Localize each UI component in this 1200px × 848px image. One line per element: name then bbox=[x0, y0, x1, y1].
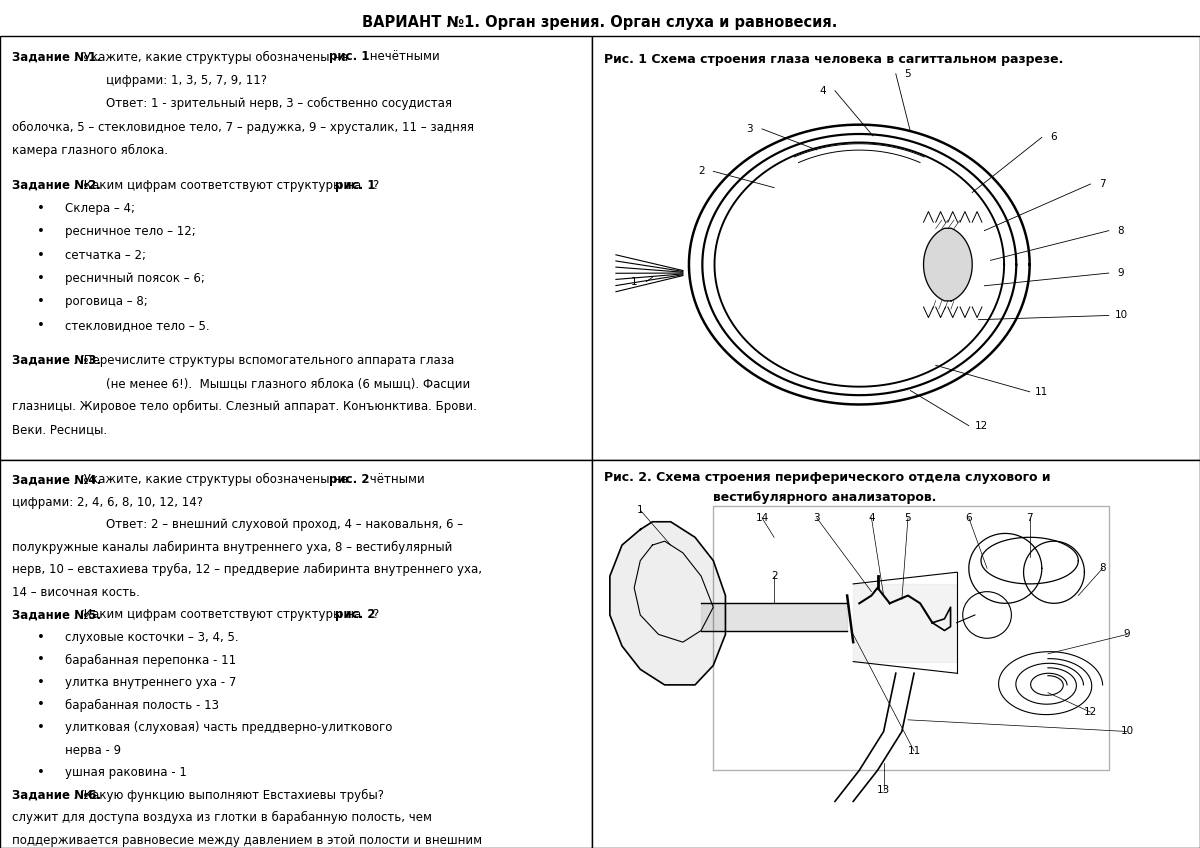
Text: ушная раковина - 1: ушная раковина - 1 bbox=[65, 766, 187, 779]
Text: •: • bbox=[37, 272, 46, 285]
Text: Задание №6.: Задание №6. bbox=[12, 789, 101, 801]
Text: 7: 7 bbox=[1099, 179, 1106, 189]
Text: 10: 10 bbox=[1115, 310, 1128, 321]
Text: Рис. 2. Схема строения периферического отдела слухового и: Рис. 2. Схема строения периферического о… bbox=[604, 471, 1050, 484]
Text: цифрами: 1, 3, 5, 7, 9, 11?: цифрами: 1, 3, 5, 7, 9, 11? bbox=[107, 74, 268, 86]
Text: 6: 6 bbox=[1051, 132, 1057, 142]
Text: 14: 14 bbox=[755, 513, 768, 523]
Text: ресничное тело – 12;: ресничное тело – 12; bbox=[65, 226, 196, 238]
Bar bbox=[592, 460, 1200, 848]
Text: 3: 3 bbox=[746, 124, 754, 134]
Text: 13: 13 bbox=[877, 784, 890, 795]
Text: •: • bbox=[37, 721, 46, 734]
Text: 5: 5 bbox=[905, 513, 911, 523]
Text: Ответ: 1 - зрительный нерв, 3 – собственно сосудистая: Ответ: 1 - зрительный нерв, 3 – собствен… bbox=[107, 98, 452, 110]
Text: полукружные каналы лабиринта внутреннего уха, 8 – вестибулярный: полукружные каналы лабиринта внутреннего… bbox=[12, 541, 452, 554]
Bar bbox=[592, 36, 1200, 460]
Text: рис. 1: рис. 1 bbox=[335, 179, 376, 192]
Polygon shape bbox=[853, 584, 956, 661]
Text: •: • bbox=[37, 202, 46, 215]
Text: •: • bbox=[37, 676, 46, 689]
Text: ВАРИАНТ №1. Орган зрения. Орган слуха и равновесия.: ВАРИАНТ №1. Орган зрения. Орган слуха и … bbox=[362, 15, 838, 31]
Text: 5: 5 bbox=[905, 69, 911, 79]
Text: 4: 4 bbox=[820, 86, 826, 96]
Text: Укажите, какие структуры обозначены на: Укажите, какие структуры обозначены на bbox=[80, 51, 352, 64]
Text: 11: 11 bbox=[1036, 387, 1049, 397]
Text: 1: 1 bbox=[637, 505, 643, 515]
Text: •: • bbox=[37, 295, 46, 309]
Text: •: • bbox=[37, 699, 46, 711]
Text: нерва - 9: нерва - 9 bbox=[65, 744, 121, 756]
Text: •: • bbox=[37, 226, 46, 238]
Text: 14 – височная кость.: 14 – височная кость. bbox=[12, 586, 139, 599]
Text: Укажите, какие структуры обозначены на: Укажите, какие структуры обозначены на bbox=[80, 473, 352, 486]
Text: 7: 7 bbox=[1026, 513, 1033, 523]
Text: барабанная полость - 13: барабанная полость - 13 bbox=[65, 699, 220, 711]
Text: роговица – 8;: роговица – 8; bbox=[65, 295, 148, 309]
Text: 9: 9 bbox=[1117, 268, 1124, 278]
Polygon shape bbox=[610, 522, 726, 685]
Text: 11: 11 bbox=[907, 746, 920, 756]
Text: глазницы. Жировое тело орбиты. Слезный аппарат. Конъюнктива. Брови.: глазницы. Жировое тело орбиты. Слезный а… bbox=[12, 400, 476, 413]
Text: (не менее 6!).  Мышцы глазного яблока (6 мышц). Фасции: (не менее 6!). Мышцы глазного яблока (6 … bbox=[107, 377, 470, 390]
Text: 3: 3 bbox=[814, 513, 820, 523]
Text: Каким цифрам соответствуют структуры на: Каким цифрам соответствуют структуры на bbox=[80, 179, 365, 192]
Text: ?: ? bbox=[372, 608, 378, 622]
Text: 6: 6 bbox=[966, 513, 972, 523]
Text: •: • bbox=[37, 319, 46, 332]
Text: Ответ: 2 – внешний слуховой проход, 4 – наковальня, 6 –: Ответ: 2 – внешний слуховой проход, 4 – … bbox=[107, 518, 463, 531]
Text: •: • bbox=[37, 766, 46, 779]
Text: слуховые косточки – 3, 4, 5.: слуховые косточки – 3, 4, 5. bbox=[65, 631, 239, 644]
Text: барабанная перепонка - 11: барабанная перепонка - 11 bbox=[65, 654, 236, 667]
Text: Перечислите структуры вспомогательного аппарата глаза: Перечислите структуры вспомогательного а… bbox=[80, 354, 455, 366]
Text: сетчатка – 2;: сетчатка – 2; bbox=[65, 248, 146, 262]
Text: •: • bbox=[37, 631, 46, 644]
Text: поддерживается равновесие между давлением в этой полости и внешним: поддерживается равновесие между давление… bbox=[12, 834, 482, 846]
Text: Задание №4.: Задание №4. bbox=[12, 473, 101, 486]
Text: 4: 4 bbox=[868, 513, 875, 523]
Text: Каким цифрам соответствуют структуры на: Каким цифрам соответствуют структуры на bbox=[80, 608, 365, 622]
Text: ресничный поясок – 6;: ресничный поясок – 6; bbox=[65, 272, 205, 285]
Text: Склера – 4;: Склера – 4; bbox=[65, 202, 136, 215]
Text: Какую функцию выполняют Евстахиевы трубы?: Какую функцию выполняют Евстахиевы трубы… bbox=[80, 789, 384, 801]
Text: рис. 2: рис. 2 bbox=[335, 608, 376, 622]
Text: чётными: чётными bbox=[366, 473, 425, 486]
Text: стекловидное тело – 5.: стекловидное тело – 5. bbox=[65, 319, 210, 332]
Text: •: • bbox=[37, 654, 46, 667]
Text: оболочка, 5 – стекловидное тело, 7 – радужка, 9 – хрусталик, 11 – задняя: оболочка, 5 – стекловидное тело, 7 – рад… bbox=[12, 120, 474, 133]
Text: рис. 2: рис. 2 bbox=[329, 473, 370, 486]
Text: улитка внутреннего уха - 7: улитка внутреннего уха - 7 bbox=[65, 676, 236, 689]
Text: улитковая (слуховая) часть преддверно-улиткового: улитковая (слуховая) часть преддверно-ул… bbox=[65, 721, 392, 734]
Text: 12: 12 bbox=[1084, 707, 1097, 717]
Text: рис. 1: рис. 1 bbox=[329, 51, 370, 64]
Text: 8: 8 bbox=[1117, 226, 1124, 236]
Text: Задание №5.: Задание №5. bbox=[12, 608, 101, 622]
Text: •: • bbox=[37, 248, 46, 262]
Text: служит для доступа воздуха из глотки в барабанную полость, чем: служит для доступа воздуха из глотки в б… bbox=[12, 811, 432, 824]
Text: Рис. 1 Схема строения глаза человека в сагиттальном разрезе.: Рис. 1 Схема строения глаза человека в с… bbox=[604, 53, 1063, 65]
Text: Веки. Ресницы.: Веки. Ресницы. bbox=[12, 424, 107, 437]
Text: камера глазного яблока.: камера глазного яблока. bbox=[12, 144, 168, 157]
Text: 1: 1 bbox=[631, 276, 637, 287]
Text: 2: 2 bbox=[697, 166, 704, 176]
Text: цифрами: 2, 4, 6, 8, 10, 12, 14?: цифрами: 2, 4, 6, 8, 10, 12, 14? bbox=[12, 496, 203, 509]
Text: Задание №2.: Задание №2. bbox=[12, 179, 101, 192]
Text: Задание №1.: Задание №1. bbox=[12, 51, 101, 64]
Text: 10: 10 bbox=[1121, 727, 1134, 736]
Polygon shape bbox=[924, 228, 972, 301]
Text: вестибулярного анализаторов.: вестибулярного анализаторов. bbox=[713, 491, 937, 504]
Text: ?: ? bbox=[372, 179, 378, 192]
Text: 9: 9 bbox=[1123, 629, 1130, 639]
Text: нечётными: нечётными bbox=[366, 51, 439, 64]
Text: Задание №3.: Задание №3. bbox=[12, 354, 101, 366]
Text: 8: 8 bbox=[1099, 563, 1106, 573]
Polygon shape bbox=[701, 603, 847, 631]
Text: 12: 12 bbox=[974, 421, 988, 431]
Text: нерв, 10 – евстахиева труба, 12 – преддверие лабиринта внутреннего уха,: нерв, 10 – евстахиева труба, 12 – преддв… bbox=[12, 563, 482, 577]
Text: 2: 2 bbox=[770, 572, 778, 581]
